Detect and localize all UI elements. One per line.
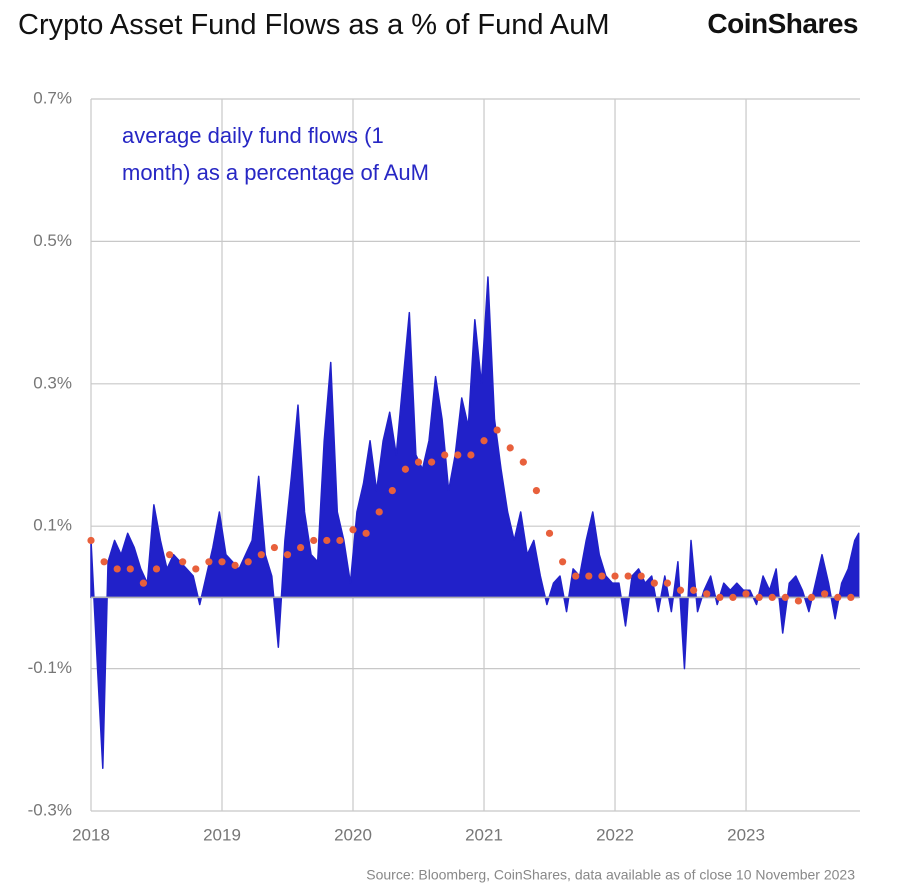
average-dot	[572, 572, 580, 580]
average-dot	[113, 565, 121, 573]
average-dot	[441, 451, 449, 459]
average-dot	[794, 597, 803, 605]
average-dot	[152, 565, 161, 573]
y-tick-label: 0.5%	[33, 231, 72, 250]
average-dot	[637, 572, 645, 580]
chart-title: Crypto Asset Fund Flows as a % of Fund A…	[18, 9, 610, 41]
average-dot	[519, 458, 527, 466]
average-dot	[690, 586, 698, 594]
annotation: average daily fund flows (1	[122, 123, 384, 148]
average-dot	[559, 558, 567, 566]
average-dot	[126, 565, 134, 573]
average-dot	[493, 426, 501, 434]
y-tick-label: 0.3%	[33, 373, 72, 392]
average-dot	[821, 590, 829, 598]
average-dot	[454, 451, 462, 459]
average-dot	[283, 551, 292, 559]
average-dot	[703, 590, 711, 598]
average-dot	[310, 536, 318, 545]
average-dot	[218, 558, 226, 566]
average-dot	[834, 593, 842, 602]
average-dot	[729, 593, 737, 602]
average-dot	[323, 536, 331, 545]
average-dot	[755, 593, 763, 602]
average-dot	[166, 551, 174, 559]
x-tick-label: 2021	[465, 825, 503, 844]
average-dot	[742, 590, 750, 598]
x-tick-label: 2023	[727, 825, 765, 844]
y-tick-label: -0.1%	[28, 658, 72, 677]
average-dot	[506, 444, 514, 452]
average-dot	[87, 536, 95, 545]
average-dot	[663, 579, 672, 587]
average-dot	[336, 536, 344, 545]
average-dot	[192, 565, 200, 573]
average-dot	[598, 572, 606, 580]
flow-area	[90, 276, 860, 770]
average-dot	[231, 561, 239, 569]
annotation: month) as a percentage of AuM	[122, 160, 429, 185]
average-dot	[650, 579, 658, 587]
y-tick-label: 0.7%	[33, 88, 72, 107]
average-dot	[297, 543, 305, 552]
average-dot	[676, 586, 685, 594]
average-dot	[139, 579, 148, 587]
average-dot	[414, 458, 423, 466]
average-dot	[716, 593, 724, 602]
average-dot	[428, 458, 436, 466]
average-dot	[768, 593, 776, 602]
average-dot	[257, 551, 265, 559]
logo: CoinShares	[707, 8, 858, 39]
source: Source: Bloomberg, CoinShares, data avai…	[366, 867, 855, 883]
average-dot	[244, 558, 252, 566]
x-tick-label: 2020	[334, 825, 372, 844]
average-dot	[179, 558, 187, 566]
average-dot	[847, 593, 855, 602]
average-dot	[401, 465, 410, 473]
x-tick-label: 2018	[72, 825, 110, 844]
average-dot	[545, 529, 554, 537]
average-dot	[532, 487, 541, 495]
average-dot	[205, 558, 213, 566]
average-dot	[388, 487, 396, 495]
average-dot	[100, 558, 108, 566]
y-tick-label: -0.3%	[28, 800, 72, 819]
average-dot	[270, 543, 279, 552]
average-dot	[480, 437, 488, 445]
x-tick-label: 2022	[596, 825, 634, 844]
average-dot	[611, 572, 619, 580]
average-dot	[807, 593, 816, 602]
average-dot	[781, 593, 789, 602]
average-dot	[624, 572, 632, 580]
average-dot	[349, 526, 357, 534]
average-dot	[362, 529, 370, 537]
average-dot	[375, 508, 383, 516]
x-tick-label: 2019	[203, 825, 241, 844]
average-dot	[467, 451, 475, 459]
y-tick-label: 0.1%	[33, 516, 72, 535]
average-dot	[585, 572, 593, 580]
